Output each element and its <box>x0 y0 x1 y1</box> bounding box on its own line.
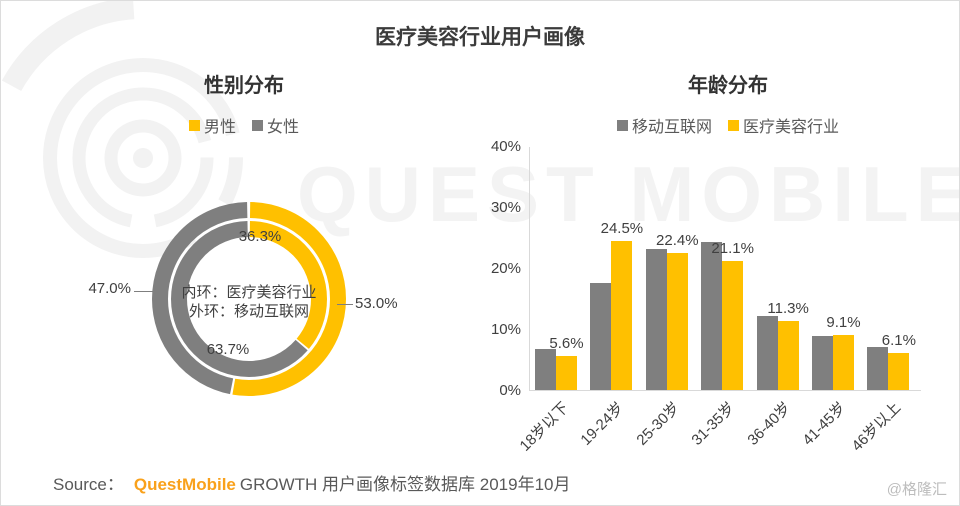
inner-ring-male-segment <box>171 221 327 377</box>
female-legend-swatch <box>252 119 263 131</box>
y-axis-tick: 40% <box>490 138 521 155</box>
bar-31-35岁-移动互联网 <box>701 241 723 390</box>
outer-ring-male-label: 53.0% <box>355 295 398 312</box>
mobile-internet-legend-label: 移动互联网 <box>631 119 712 136</box>
bar-25-30岁-医疗美容行业 <box>666 253 688 390</box>
source-rest: GROWTH 用户画像标签数据库 2019年10月 <box>239 475 571 494</box>
age-legend: 移动互联网 医疗美容行业 <box>529 113 927 137</box>
bar-46岁以上-移动互联网 <box>867 346 889 390</box>
source-prefix: Source： <box>53 475 124 494</box>
bar-31-35岁-医疗美容行业 <box>722 261 744 390</box>
source-line: Source： QuestMobile GROWTH 用户画像标签数据库 2019年… <box>53 470 571 495</box>
donut-center-line-inner: 内环：医疗美容行业 <box>181 284 317 301</box>
bar-41-45岁-移动互联网 <box>812 335 833 390</box>
bar-19-24岁-医疗美容行业 <box>611 240 633 390</box>
source-brand: QuestMobile <box>133 475 236 494</box>
bar-value-label: 6.1% <box>881 331 916 349</box>
legend-item-female: 女性 <box>252 113 299 137</box>
mobile-internet-legend-swatch <box>616 119 628 131</box>
questmobile-logo-watermark <box>1 1 304 319</box>
bar-46岁以上-医疗美容行业 <box>888 352 910 390</box>
y-axis-tick: 20% <box>490 260 521 277</box>
bar-value-label: 22.4% <box>656 232 699 250</box>
legend-item-mobile-internet: 移动互联网 <box>616 113 712 137</box>
y-axis-tick: 0% <box>499 382 521 399</box>
gender-donut-chart <box>152 202 346 396</box>
outer-ring-female-label: 47.0% <box>88 280 131 297</box>
donut-center-label: 内环：医疗美容行业 外环：移动互联网 <box>159 283 339 321</box>
bar-18岁以下-移动互联网 <box>535 349 556 390</box>
age-bar-chart: 5.6% 18岁以下 24.5% 19-24岁 22.4% 25-30岁 21.1% 31-3… <box>517 147 921 455</box>
y-axis-tick: 30% <box>490 199 521 216</box>
label-leader-line-right <box>337 304 353 305</box>
age-chart-title: 年龄分布 <box>688 75 768 97</box>
bar-value-label: 11.3% <box>767 300 809 318</box>
watermark-text: QUEST MOBILE <box>297 150 960 238</box>
legend-item-male: 男性 <box>188 113 236 137</box>
medical-beauty-legend-label: 医疗美容行业 <box>743 119 840 136</box>
bar-41-45岁-医疗美容行业 <box>833 334 854 390</box>
medical-beauty-legend-swatch <box>728 119 739 131</box>
outer-ring-male-segment <box>152 202 346 396</box>
inner-ring-female-segment <box>171 221 327 377</box>
outer-ring-female-segment <box>152 202 346 396</box>
label-leader-line-left <box>134 291 158 292</box>
inner-ring-male-label: 36.3% <box>238 228 282 245</box>
male-legend-swatch <box>188 119 200 131</box>
donut-center-line-outer: 外环：移动互联网 <box>188 303 309 320</box>
inner-ring-female-label: 63.7% <box>206 341 250 358</box>
bar-value-label: 21.1% <box>711 240 754 258</box>
bar-36-40岁-移动互联网 <box>756 316 778 390</box>
bar-18岁以下-医疗美容行业 <box>556 355 577 390</box>
bar-19-24岁-移动互联网 <box>590 282 612 390</box>
legend-item-medical-beauty: 医疗美容行业 <box>728 113 839 137</box>
gender-legend: 男性 女性 <box>97 113 391 137</box>
page-title: 医疗美容行业用户画像 <box>375 26 585 49</box>
male-legend-label: 男性 <box>203 119 236 136</box>
bar-value-label: 9.1% <box>826 313 861 331</box>
bar-value-label: 5.6% <box>549 334 584 352</box>
bar-36-40岁-医疗美容行业 <box>777 321 799 390</box>
female-legend-label: 女性 <box>267 119 300 136</box>
bar-value-label: 24.5% <box>600 219 644 237</box>
gender-chart-title: 性别分布 <box>204 75 284 97</box>
bar-25-30岁-移动互联网 <box>645 249 667 390</box>
credit-watermark: @格隆汇 <box>886 481 947 498</box>
y-axis-tick: 10% <box>490 321 521 338</box>
